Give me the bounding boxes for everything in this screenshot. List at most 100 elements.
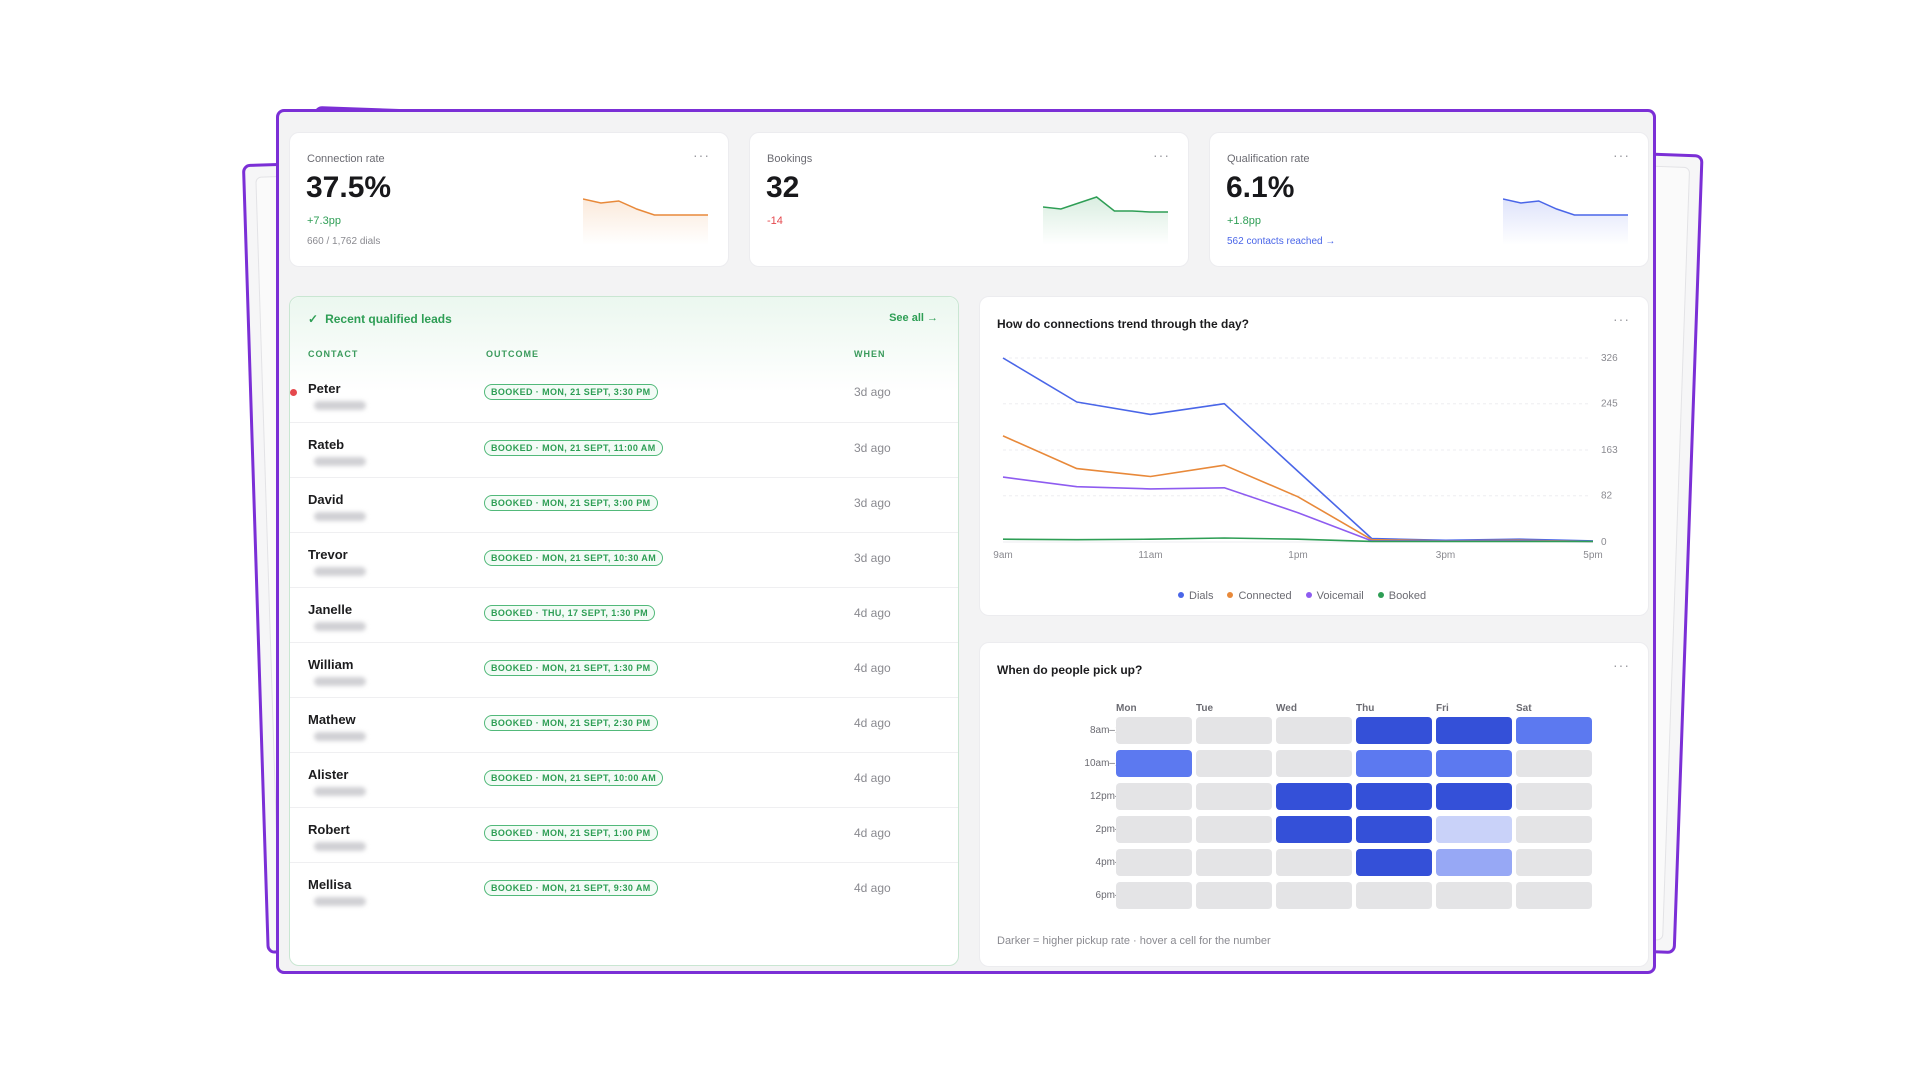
kpi-label: Connection rate xyxy=(307,153,385,165)
legend-label: Voicemail xyxy=(1316,590,1364,602)
heatmap-cell[interactable] xyxy=(1196,750,1272,777)
heatmap-cell[interactable] xyxy=(1436,816,1512,843)
contact-name: Peter xyxy=(308,381,341,396)
legend-item-connected[interactable]: Connected xyxy=(1227,590,1292,602)
heatmap-cell[interactable] xyxy=(1116,882,1192,909)
heatmap-cell[interactable] xyxy=(1356,882,1432,909)
kpi-delta: +1.8pp xyxy=(1227,215,1261,227)
heatmap-cell[interactable] xyxy=(1196,783,1272,810)
y-tick-label: 326 xyxy=(1601,353,1618,364)
heatmap-cell[interactable] xyxy=(1436,717,1512,744)
pickup-heatmap-card: When do people pick up? ··· Mon Tue Wed Thu… xyxy=(979,642,1649,967)
redacted-contact-detail xyxy=(314,457,366,466)
heatmap-cell[interactable] xyxy=(1116,750,1192,777)
outcome-badge: BOOKED · MON, 21 SEPT, 2:30 PM xyxy=(484,715,658,731)
more-options-icon[interactable]: ··· xyxy=(1613,147,1630,163)
sparkline xyxy=(1503,198,1628,245)
heatmap-cell[interactable] xyxy=(1196,816,1272,843)
kpi-card-qualification-rate[interactable]: Qualification rate ··· 6.1% +1.8pp 562 c… xyxy=(1209,132,1649,267)
leads-title-text: Recent qualified leads xyxy=(325,312,452,326)
table-row[interactable]: Rateb BOOKED · MON, 21 SEPT, 11:00 AM 3d a… xyxy=(290,422,958,477)
heatmap-cell[interactable] xyxy=(1276,816,1352,843)
outcome-badge: BOOKED · MON, 21 SEPT, 10:30 AM xyxy=(484,550,664,566)
x-tick-label: 9am xyxy=(993,550,1012,561)
series-line-connected xyxy=(1002,435,1594,543)
see-all-link[interactable]: See all → xyxy=(889,312,938,324)
more-options-icon[interactable]: ··· xyxy=(1613,311,1630,327)
contact-name: Alister xyxy=(308,767,349,782)
heatmap-cell[interactable] xyxy=(1276,849,1352,876)
table-row[interactable]: David BOOKED · MON, 21 SEPT, 3:00 PM 3d ag… xyxy=(290,477,958,532)
heatmap-cell[interactable] xyxy=(1116,783,1192,810)
more-options-icon[interactable]: ··· xyxy=(1613,657,1630,673)
contacts-reached-link[interactable]: 562 contacts reached → xyxy=(1227,236,1336,247)
y-tick-label: 245 xyxy=(1601,399,1618,410)
outcome-badge: BOOKED · MON, 21 SEPT, 1:00 PM xyxy=(484,825,658,841)
redacted-contact-detail xyxy=(314,512,366,521)
connections-trend-card: How do connections trend through the day… xyxy=(979,296,1649,616)
heatmap-cell[interactable] xyxy=(1436,849,1512,876)
heatmap-cell[interactable] xyxy=(1516,750,1592,777)
kpi-card-bookings[interactable]: Bookings ··· 32 -14 xyxy=(749,132,1189,267)
legend-item-booked[interactable]: Booked xyxy=(1377,590,1426,602)
chart-title: When do people pick up? xyxy=(997,663,1143,677)
heatmap-cell[interactable] xyxy=(1276,882,1352,909)
sparkline-area xyxy=(1043,197,1168,245)
heatmap-cell[interactable] xyxy=(1516,783,1592,810)
contact-name: William xyxy=(308,657,354,672)
heatmap-cell[interactable] xyxy=(1276,750,1352,777)
legend-item-voicemail[interactable]: Voicemail xyxy=(1305,590,1364,602)
heatmap-cell[interactable] xyxy=(1516,717,1592,744)
kpi-card-connection-rate[interactable]: Connection rate ··· 37.5% +7.3pp 660 / 1… xyxy=(289,132,729,267)
heatmap-cell[interactable] xyxy=(1196,717,1272,744)
table-row[interactable]: Mellisa BOOKED · MON, 21 SEPT, 9:30 AM 4d … xyxy=(290,862,958,917)
heatmap-cell[interactable] xyxy=(1356,816,1432,843)
table-row[interactable]: Alister BOOKED · MON, 21 SEPT, 10:00 AM 4d… xyxy=(290,752,958,807)
outcome-badge: BOOKED · MON, 21 SEPT, 9:30 AM xyxy=(484,880,658,896)
contact-name: Robert xyxy=(308,822,350,837)
heatmap-cell[interactable] xyxy=(1516,816,1592,843)
heatmap-cell[interactable] xyxy=(1356,783,1432,810)
heatmap-cell[interactable] xyxy=(1356,750,1432,777)
heatmap-cell[interactable] xyxy=(1116,849,1192,876)
x-tick-label: 11am xyxy=(1138,550,1162,561)
heatmap-cell[interactable] xyxy=(1196,882,1272,909)
legend-dot xyxy=(1227,592,1234,598)
redacted-contact-detail xyxy=(314,622,366,631)
heatmap-time-label: 12pm–2pm xyxy=(1089,791,1140,802)
more-options-icon[interactable]: ··· xyxy=(1153,147,1170,163)
heatmap-cell[interactable] xyxy=(1276,783,1352,810)
sparkline-area xyxy=(583,199,708,245)
heatmap-cell[interactable] xyxy=(1116,816,1192,843)
contact-name: Janelle xyxy=(308,602,353,617)
redacted-contact-detail xyxy=(314,732,366,741)
x-tick-label: 1pm xyxy=(1288,550,1307,561)
recent-leads-card: ✓ Recent qualified leads See all → CONTAC… xyxy=(289,296,959,966)
heatmap-cell[interactable] xyxy=(1436,783,1512,810)
heatmap-note: Darker = higher pickup rate · hover a ce… xyxy=(997,935,1271,947)
kpi-label: Bookings xyxy=(767,153,813,165)
table-row[interactable]: Trevor BOOKED · MON, 21 SEPT, 10:30 AM 3d … xyxy=(290,532,958,587)
contact-name: Rateb xyxy=(308,437,345,452)
heatmap-cell[interactable] xyxy=(1356,717,1432,744)
heatmap-cell[interactable] xyxy=(1196,849,1272,876)
heatmap-cell[interactable] xyxy=(1516,882,1592,909)
heatmap-cell[interactable] xyxy=(1356,849,1432,876)
relative-time: 3d ago xyxy=(854,496,891,510)
heatmap-cell[interactable] xyxy=(1116,717,1192,744)
table-row[interactable]: Mathew BOOKED · MON, 21 SEPT, 2:30 PM 4d a… xyxy=(290,697,958,752)
sparkline-line xyxy=(1043,196,1168,213)
heatmap-cell[interactable] xyxy=(1436,750,1512,777)
heatmap-cell[interactable] xyxy=(1276,717,1352,744)
table-row[interactable]: Robert BOOKED · MON, 21 SEPT, 1:00 PM 4d a… xyxy=(290,807,958,862)
more-options-icon[interactable]: ··· xyxy=(693,147,710,163)
table-row[interactable]: William BOOKED · MON, 21 SEPT, 1:30 PM 4d … xyxy=(290,642,958,697)
heatmap-cell[interactable] xyxy=(1516,849,1592,876)
heatmap-cell[interactable] xyxy=(1436,882,1512,909)
legend-item-dials[interactable]: Dials xyxy=(1178,590,1213,602)
outcome-badge: BOOKED · MON, 21 SEPT, 3:00 PM xyxy=(484,495,658,511)
heatmap-day-label: Sat xyxy=(1516,703,1532,714)
table-row[interactable]: Janelle BOOKED · THU, 17 SEPT, 1:30 PM 4d … xyxy=(290,587,958,642)
table-row[interactable]: Peter BOOKED · MON, 21 SEPT, 3:30 PM 3d ag… xyxy=(290,367,958,422)
y-tick-label: 163 xyxy=(1601,445,1618,456)
